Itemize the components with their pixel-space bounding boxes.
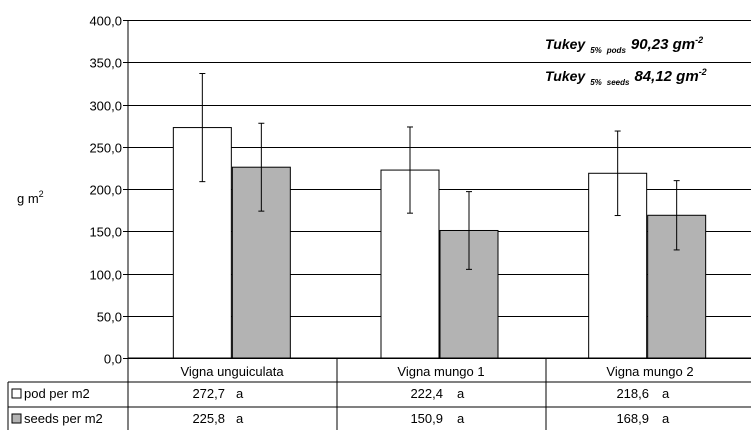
bars	[172, 127, 707, 359]
category-label: Vigna mungo 2	[606, 364, 693, 379]
table-row-seeds: 225,8 a 150,9 a 168,9 a	[192, 411, 670, 426]
table-cell-letter: a	[236, 386, 244, 401]
table-cell-letter: a	[236, 411, 244, 426]
table-cell-letter: a	[662, 411, 670, 426]
y-axis-label: g m2	[17, 189, 44, 206]
y-tick-label: 100,0	[89, 268, 122, 283]
y-tick-label: 300,0	[89, 99, 122, 114]
y-tick-label: 400,0	[89, 14, 122, 29]
table-cell-letter: a	[662, 386, 670, 401]
y-tick-label: 250,0	[89, 141, 122, 156]
tukey-seeds-annotation: Tukey 5% seeds 84,12 gm-2	[545, 67, 707, 87]
y-tick-label: 150,0	[89, 225, 122, 240]
category-label: Vigna unguiculata	[180, 364, 284, 379]
table-row-pod: 272,7 a 222,4 a 218,6 a	[192, 386, 670, 401]
y-tick-label: 350,0	[89, 56, 122, 71]
y-tick-labels: 0,0 50,0 100,0 150,0 200,0 250,0 300,0 350,0 400…	[89, 14, 128, 367]
y-tick-label: 50,0	[97, 310, 122, 325]
table-cell-value: 272,7	[192, 386, 225, 401]
table-cell-value: 150,9	[410, 411, 443, 426]
tukey-pods-annotation: Tukey 5% pods 90,23 gm-2	[545, 35, 703, 55]
table-cell-value: 218,6	[616, 386, 649, 401]
table-cell-value: 222,4	[410, 386, 443, 401]
table-cell-letter: a	[457, 411, 465, 426]
table-cell-value: 168,9	[616, 411, 649, 426]
table-cell-letter: a	[457, 386, 465, 401]
y-tick-label: 200,0	[89, 183, 122, 198]
table-cell-value: 225,8	[192, 411, 225, 426]
legend-swatch-pod	[11, 388, 22, 399]
error-bars	[199, 72, 680, 270]
legend-label-pod: pod per m2	[24, 386, 90, 401]
y-tick-label: 0,0	[104, 352, 122, 367]
legend-swatch-seeds	[11, 413, 22, 424]
data-table: Vigna unguiculata Vigna mungo 1 Vigna mu…	[7, 357, 751, 430]
legend-label-seeds: seeds per m2	[24, 411, 103, 426]
category-label: Vigna mungo 1	[397, 364, 484, 379]
